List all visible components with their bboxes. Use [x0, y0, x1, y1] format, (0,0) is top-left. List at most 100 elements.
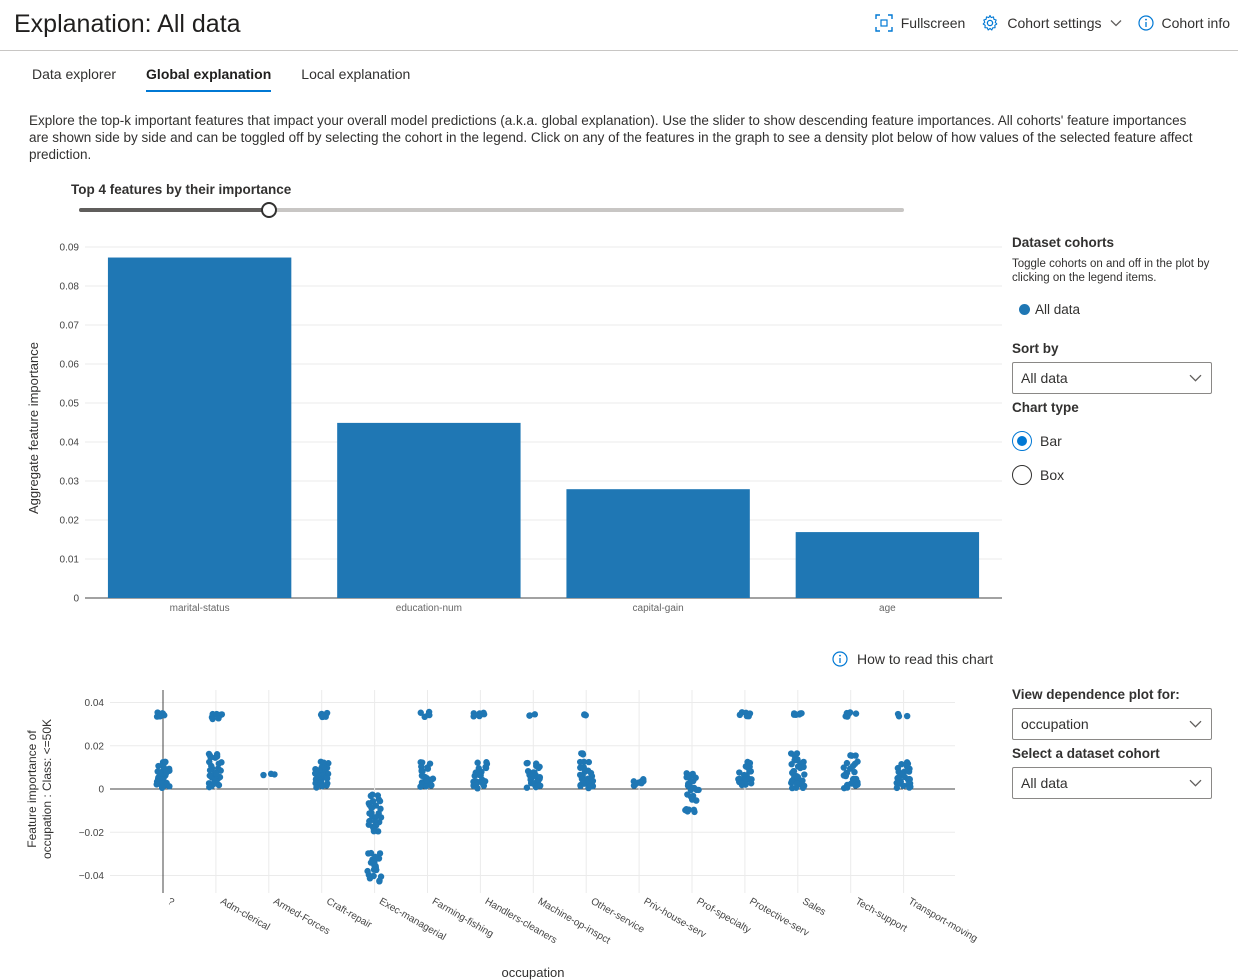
- scatter-point[interactable]: [799, 784, 807, 792]
- scatter-point[interactable]: [480, 711, 488, 718]
- scatter-point[interactable]: [631, 781, 639, 789]
- scatter-point[interactable]: [683, 774, 690, 781]
- scatter-point[interactable]: [427, 782, 435, 789]
- scatter-point[interactable]: [156, 769, 163, 777]
- scatter-point[interactable]: [854, 758, 861, 765]
- scatter-point[interactable]: [738, 780, 746, 787]
- scatter-point[interactable]: [417, 783, 424, 790]
- scatter-point[interactable]: [682, 806, 689, 814]
- scatter-point[interactable]: [840, 764, 847, 771]
- sort-by-dropdown[interactable]: All data: [1012, 362, 1212, 394]
- scatter-point[interactable]: [368, 804, 376, 811]
- bar-marital-status[interactable]: [107, 257, 292, 598]
- scatter-point[interactable]: [687, 786, 695, 794]
- scatter-point[interactable]: [483, 759, 490, 766]
- scatter-point[interactable]: [376, 850, 384, 857]
- scatter-point[interactable]: [479, 779, 486, 787]
- scatter-point[interactable]: [425, 711, 433, 718]
- scatter-point[interactable]: [213, 753, 221, 760]
- scatter-point[interactable]: [365, 850, 372, 857]
- scatter-point[interactable]: [206, 783, 213, 791]
- scatter-point[interactable]: [579, 751, 587, 758]
- scatter-point[interactable]: [324, 775, 331, 782]
- scatter-point[interactable]: [166, 783, 173, 790]
- scatter-point[interactable]: [840, 772, 848, 779]
- scatter-point[interactable]: [213, 770, 220, 777]
- tab-data-explorer[interactable]: Data explorer: [32, 66, 117, 82]
- scatter-point[interactable]: [523, 784, 531, 791]
- dependence-feature-dropdown[interactable]: occupation: [1012, 708, 1212, 740]
- scatter-point[interactable]: [796, 711, 803, 718]
- scatter-point[interactable]: [536, 782, 544, 789]
- scatter-point[interactable]: [215, 760, 222, 767]
- scatter-point[interactable]: [745, 712, 752, 720]
- scatter-point[interactable]: [736, 769, 743, 776]
- scatter-point[interactable]: [422, 782, 430, 790]
- scatter-point[interactable]: [417, 709, 424, 716]
- scatter-point[interactable]: [684, 791, 691, 798]
- scatter-point[interactable]: [313, 784, 320, 791]
- scatter-point[interactable]: [319, 782, 326, 790]
- cohort-select-dropdown[interactable]: All data: [1012, 767, 1212, 799]
- scatter-point[interactable]: [531, 711, 539, 718]
- cohort-settings-button[interactable]: Cohort settings: [981, 14, 1121, 32]
- scatter-point[interactable]: [155, 762, 162, 770]
- fullscreen-button[interactable]: Fullscreen: [875, 14, 965, 32]
- scatter-point[interactable]: [523, 760, 530, 767]
- scatter-point[interactable]: [424, 765, 432, 772]
- scatter-point[interactable]: [526, 712, 534, 719]
- scatter-point[interactable]: [906, 784, 913, 791]
- scatter-point[interactable]: [577, 764, 584, 771]
- scatter-point[interactable]: [162, 758, 169, 766]
- scatter-point[interactable]: [790, 767, 797, 775]
- top-k-slider[interactable]: [79, 202, 904, 218]
- scatter-point[interactable]: [589, 777, 597, 785]
- scatter-point[interactable]: [206, 767, 214, 774]
- chart-type-box-radio[interactable]: Box: [1012, 465, 1064, 485]
- cohort-info-button[interactable]: Cohort info: [1137, 15, 1230, 31]
- legend-item-all-data[interactable]: All data: [1019, 302, 1080, 317]
- scatter-point[interactable]: [482, 763, 489, 771]
- scatter-point[interactable]: [851, 768, 858, 776]
- tab-global-explanation[interactable]: Global explanation: [134, 56, 283, 94]
- scatter-point[interactable]: [260, 771, 267, 779]
- scatter-point[interactable]: [373, 866, 380, 874]
- scatter-point[interactable]: [158, 784, 166, 792]
- scatter-point[interactable]: [153, 781, 160, 788]
- scatter-point[interactable]: [792, 784, 800, 791]
- chart-type-bar-radio[interactable]: Bar: [1012, 431, 1062, 451]
- scatter-point[interactable]: [852, 782, 859, 789]
- scatter-point[interactable]: [585, 758, 593, 766]
- scatter-point[interactable]: [584, 767, 592, 774]
- scatter-point[interactable]: [376, 877, 383, 884]
- scatter-point[interactable]: [577, 782, 584, 790]
- scatter-point[interactable]: [638, 779, 645, 787]
- scatter-point[interactable]: [895, 713, 903, 720]
- bar-capital-gain[interactable]: [566, 489, 750, 598]
- scatter-point[interactable]: [585, 784, 592, 792]
- scatter-point[interactable]: [576, 758, 584, 766]
- scatter-point[interactable]: [900, 782, 907, 790]
- bar-education-num[interactable]: [337, 422, 521, 598]
- scatter-point[interactable]: [163, 769, 170, 776]
- scatter-point[interactable]: [691, 808, 698, 816]
- scatter-point[interactable]: [532, 762, 540, 770]
- scatter-point[interactable]: [474, 759, 481, 766]
- scatter-point[interactable]: [581, 711, 588, 718]
- slider-thumb[interactable]: [261, 202, 277, 218]
- scatter-point[interactable]: [849, 762, 857, 770]
- scatter-point[interactable]: [748, 780, 755, 787]
- scatter-point[interactable]: [370, 825, 377, 833]
- scatter-point[interactable]: [801, 771, 808, 778]
- scatter-point[interactable]: [852, 752, 859, 759]
- scatter-point[interactable]: [470, 713, 477, 720]
- scatter-point[interactable]: [852, 710, 860, 717]
- scatter-point[interactable]: [375, 796, 383, 803]
- scatter-point[interactable]: [156, 713, 164, 720]
- scatter-point[interactable]: [893, 784, 901, 792]
- scatter-point[interactable]: [366, 875, 374, 882]
- scatter-point[interactable]: [843, 784, 851, 791]
- scatter-point[interactable]: [215, 715, 222, 722]
- scatter-point[interactable]: [788, 761, 795, 768]
- scatter-point[interactable]: [793, 750, 801, 757]
